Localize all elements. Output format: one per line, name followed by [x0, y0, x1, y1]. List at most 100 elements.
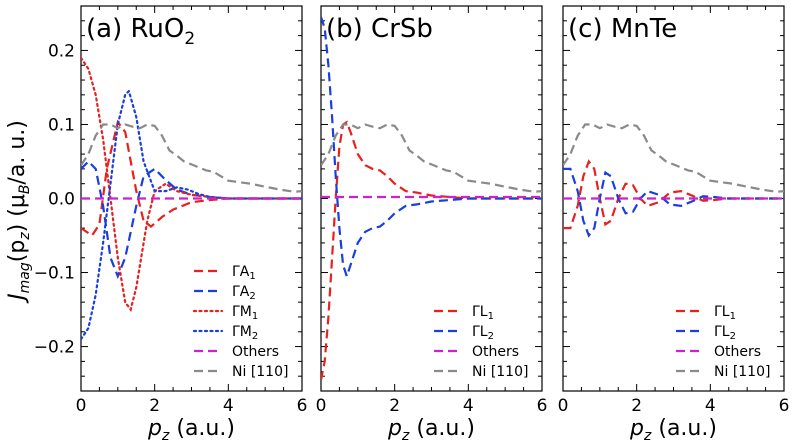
legend-item: ΓL2 — [676, 324, 736, 342]
legend-item: ΓL1 — [434, 304, 494, 322]
x-tick-label: 6 — [297, 396, 308, 416]
legend-label-main: ΓL — [472, 304, 488, 320]
legend-label: ΓL1 — [472, 304, 494, 322]
x-tick-label: 4 — [705, 396, 716, 416]
x-label-rest: (a.u.) — [651, 416, 717, 441]
panel-title: (b) CrSb — [326, 14, 433, 44]
legend-label-main: ΓM — [232, 324, 252, 340]
legend: ΓL1 ΓL2 Others Ni [110] — [434, 304, 528, 380]
series-lines — [321, 16, 542, 381]
panel-title-sub: 2 — [184, 29, 195, 49]
y-label-open: (p — [5, 240, 30, 263]
series-line — [81, 119, 302, 238]
series-line — [563, 159, 784, 230]
legend-label: ΓL2 — [714, 324, 736, 342]
y-label-sub: mag — [17, 262, 33, 293]
legend-label: Ni [110] — [714, 364, 770, 380]
legend-item: Ni [110] — [434, 364, 528, 380]
x-tick-label: 2 — [389, 396, 400, 416]
x-axis-label: pz (a.u.) — [629, 416, 717, 443]
legend-label: ΓM2 — [232, 324, 258, 342]
legend-label-main: ΓA — [232, 284, 250, 300]
legend-label: ΓL1 — [714, 304, 736, 322]
legend-label-main: Ni [110] — [472, 364, 528, 380]
y-label-b: B — [17, 185, 33, 195]
x-label-p: p — [147, 416, 162, 441]
x-tick-label: 2 — [631, 396, 642, 416]
legend-label-sub: 1 — [730, 311, 736, 322]
x-tick-label: 0 — [558, 396, 569, 416]
legend-label-sub: 2 — [252, 331, 258, 342]
x-label-sub: z — [643, 428, 652, 443]
legend-label: ΓM1 — [232, 304, 258, 322]
legend-item: Others — [434, 344, 519, 360]
legend-label-main: ΓL — [472, 324, 488, 340]
series-line — [81, 159, 302, 280]
panel-title-main: (c) MnTe — [568, 14, 677, 44]
panel-title-main: (b) CrSb — [326, 14, 433, 44]
legend-label-sub: 2 — [249, 291, 255, 302]
legend-label-main: ΓL — [714, 324, 730, 340]
legend-label-sub: 1 — [252, 311, 258, 322]
legend-label: Others — [714, 344, 761, 360]
legend-label: Ni [110] — [232, 364, 288, 380]
legend-label-main: Ni [110] — [714, 364, 770, 380]
legend-label: Others — [232, 344, 279, 360]
y-tick-label: −0.2 — [34, 338, 75, 358]
legend-item: Others — [676, 344, 761, 360]
legend-item: ΓA2 — [194, 284, 256, 302]
y-label-mid: ) (μ — [5, 194, 30, 232]
legend-item: Ni [110] — [194, 364, 288, 380]
y-tick-label: 0.1 — [48, 115, 75, 135]
series-line — [321, 123, 542, 193]
x-tick-label: 0 — [76, 396, 87, 416]
x-label-p: p — [629, 416, 644, 441]
legend-label-sub: 2 — [730, 331, 736, 342]
x-tick-label: 4 — [223, 396, 234, 416]
legend-label: Ni [110] — [472, 364, 528, 380]
series-line — [321, 16, 542, 280]
legend-item: ΓL1 — [676, 304, 736, 322]
legend-item: ΓL2 — [434, 324, 494, 342]
panel-1: 0 2 4 6−0.2−0.10.00.10.2pz (a.u.)(a) RuO2ΓA… — [34, 5, 308, 443]
legend-label-main: ΓM — [232, 304, 252, 320]
x-label-p: p — [387, 416, 402, 441]
legend-label-main: Others — [714, 344, 761, 360]
x-label-sub: z — [161, 428, 170, 443]
y-label-z: z — [17, 232, 33, 241]
series-lines — [81, 56, 302, 341]
x-label-sub: z — [401, 428, 410, 443]
x-tick-label: 6 — [779, 396, 790, 416]
legend-label-main: Others — [232, 344, 279, 360]
y-label-end: /a. u.) — [5, 120, 30, 184]
legend-item: Others — [194, 344, 279, 360]
x-axis-label: pz (a.u.) — [387, 416, 475, 443]
legend-label: Others — [472, 344, 519, 360]
legend-item: Ni [110] — [676, 364, 770, 380]
series-line — [81, 56, 302, 313]
legend-label: ΓA2 — [232, 284, 256, 302]
legend: ΓL1 ΓL2 Others Ni [110] — [676, 304, 770, 380]
x-axis-label: pz (a.u.) — [147, 416, 235, 443]
panels: 0 2 4 6−0.2−0.10.00.10.2pz (a.u.)(a) RuO2ΓA… — [34, 5, 790, 443]
y-axis-label: Jmag(pz) (μB/a. u.) — [5, 120, 33, 304]
legend-label-sub: 1 — [249, 271, 255, 282]
x-tick-label: 0 — [316, 396, 327, 416]
x-label-rest: (a.u.) — [169, 416, 235, 441]
y-tick-label: 0.0 — [48, 190, 75, 210]
panel-title: (c) MnTe — [568, 14, 677, 44]
legend-item: ΓA1 — [194, 264, 256, 282]
y-label-main: J — [5, 293, 30, 304]
legend-label-main: Ni [110] — [232, 364, 288, 380]
panel-title: (a) RuO2 — [86, 14, 195, 49]
x-label-rest: (a.u.) — [409, 416, 475, 441]
y-tick-label: −0.1 — [34, 264, 75, 284]
series-line — [563, 167, 784, 238]
legend-item: ΓM2 — [192, 324, 258, 342]
series-line — [81, 123, 302, 193]
x-tick-label: 4 — [463, 396, 474, 416]
legend-label-sub: 1 — [488, 311, 494, 322]
